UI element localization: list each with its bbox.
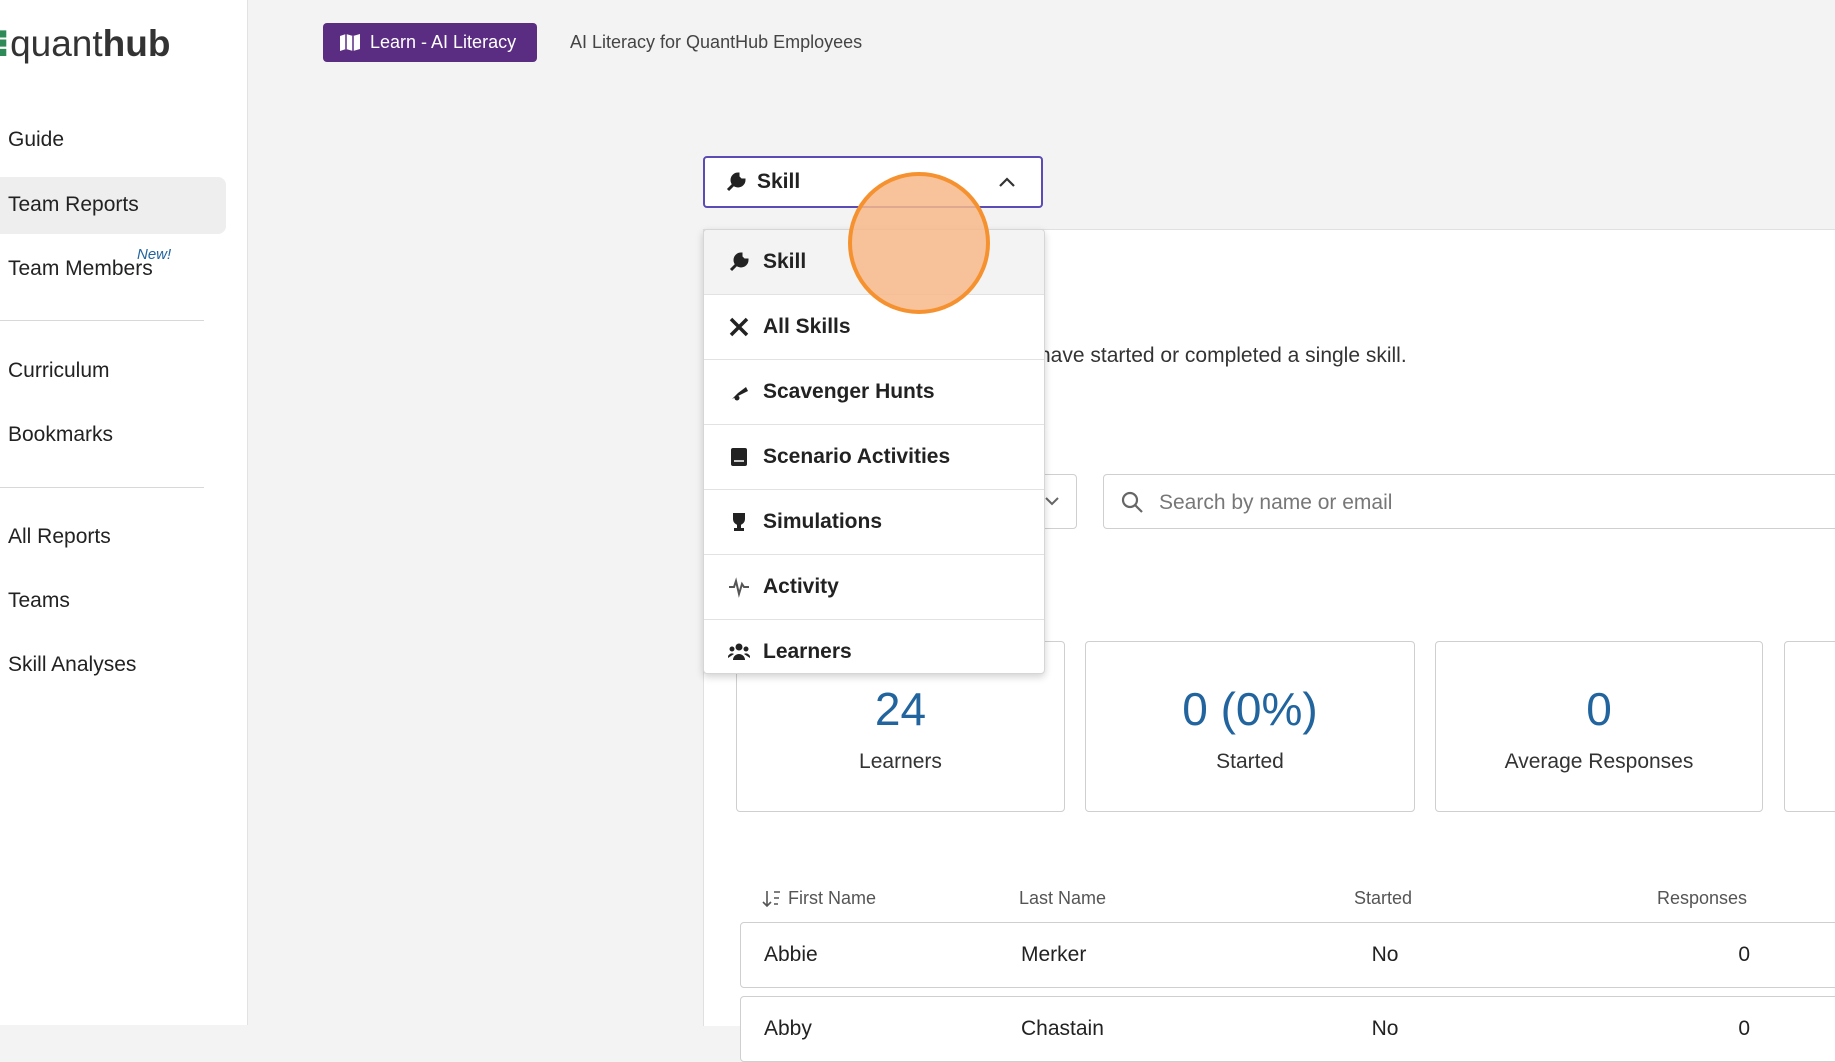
option-label: All Skills [763, 315, 851, 338]
click-indicator [848, 172, 990, 314]
option-icon [731, 448, 747, 466]
logo-bold: hub [102, 23, 171, 64]
stat-card: 0 Average Responses [1435, 641, 1763, 812]
option-icon [729, 317, 749, 337]
logo[interactable]: ⁝quanthub [0, 22, 170, 65]
divider [0, 487, 204, 488]
nav-item[interactable]: Curriculum [8, 359, 110, 382]
stat-label: Average Responses [1504, 750, 1694, 773]
logo-light: quant [10, 23, 103, 64]
dropdown-option[interactable]: Scenario Activities [704, 425, 1044, 490]
map-icon [340, 34, 360, 51]
column-header[interactable]: Last Name [1019, 888, 1107, 908]
option-label: Learners [763, 640, 852, 663]
dropdown-option[interactable]: Scavenger Hunts [704, 360, 1044, 425]
description: have started or completed a single skill… [1039, 344, 1407, 367]
chevron-up [999, 177, 1015, 187]
cell: Abbie [764, 943, 818, 966]
cell: No [1371, 1017, 1399, 1040]
nav-item[interactable]: All Reports [8, 525, 111, 548]
badge-text: Learn - AI Literacy [370, 32, 517, 52]
stat-label: Started [1216, 750, 1284, 773]
option-label: Activity [763, 575, 839, 598]
select-value: Skill [757, 170, 801, 193]
wrench-icon [726, 172, 746, 192]
search-placeholder: Search by name or email [1159, 491, 1393, 514]
option-icon [728, 643, 750, 660]
dropdown-option[interactable]: Simulations [704, 490, 1044, 555]
cell: 0 [1738, 943, 1750, 966]
option-label: Simulations [763, 510, 883, 533]
new-badge: New! [137, 246, 172, 263]
cell: Abby [764, 1017, 812, 1040]
cell: Merker [1021, 943, 1087, 966]
chevron [1045, 497, 1059, 506]
nav-active-bg [0, 177, 226, 234]
stat-card: 0 (0%) Started [1085, 641, 1415, 812]
stat-card [1784, 641, 1835, 812]
dropdown-option[interactable]: Learners [704, 620, 1044, 673]
option-icon [729, 252, 749, 272]
table-row[interactable]: Abby Chastain No 0 [740, 996, 1835, 1062]
stat-value: 0 [1586, 683, 1612, 735]
nav-item[interactable]: Teams [8, 589, 70, 612]
table-row[interactable]: Abbie Merker No 0 [740, 922, 1835, 988]
nav-item[interactable]: Team Reports [8, 193, 139, 216]
column-header[interactable]: First Name [788, 888, 877, 908]
nav-item[interactable]: Guide [8, 128, 65, 151]
option-label: Skill [763, 250, 807, 273]
stat-value: 24 [874, 683, 927, 735]
nav-item[interactable]: Bookmarks [8, 423, 114, 446]
divider [0, 320, 204, 321]
stat-value: 0 (0%) [1182, 683, 1318, 735]
nav-item[interactable]: Skill Analyses [8, 653, 137, 676]
cell: Chastain [1021, 1017, 1104, 1040]
option-icon [733, 513, 745, 531]
nav-item[interactable]: Team Members [8, 257, 153, 280]
column-header[interactable]: Responses [1657, 888, 1748, 908]
course-badge[interactable]: Learn - AI Literacy [323, 23, 537, 62]
search-icon [1121, 491, 1143, 513]
search-box[interactable]: Search by name or email [1103, 474, 1835, 529]
cell: No [1371, 943, 1399, 966]
option-icon [732, 387, 748, 401]
dropdown-option[interactable]: Activity [704, 555, 1044, 620]
column-header[interactable]: Started [1354, 888, 1413, 908]
subtitle: AI Literacy for QuantHub Employees [570, 32, 863, 52]
option-label: Scenario Activities [763, 445, 951, 468]
stat-label: Learners [859, 750, 942, 773]
dropdown-option[interactable]: All Skills [704, 295, 1044, 360]
sort-icon [762, 891, 780, 908]
option-icon [729, 577, 749, 598]
cell: 0 [1738, 1017, 1750, 1040]
sidebar: ⁝quanthub Guide Team Reports Team Member… [0, 0, 248, 1025]
option-label: Scavenger Hunts [763, 380, 935, 403]
